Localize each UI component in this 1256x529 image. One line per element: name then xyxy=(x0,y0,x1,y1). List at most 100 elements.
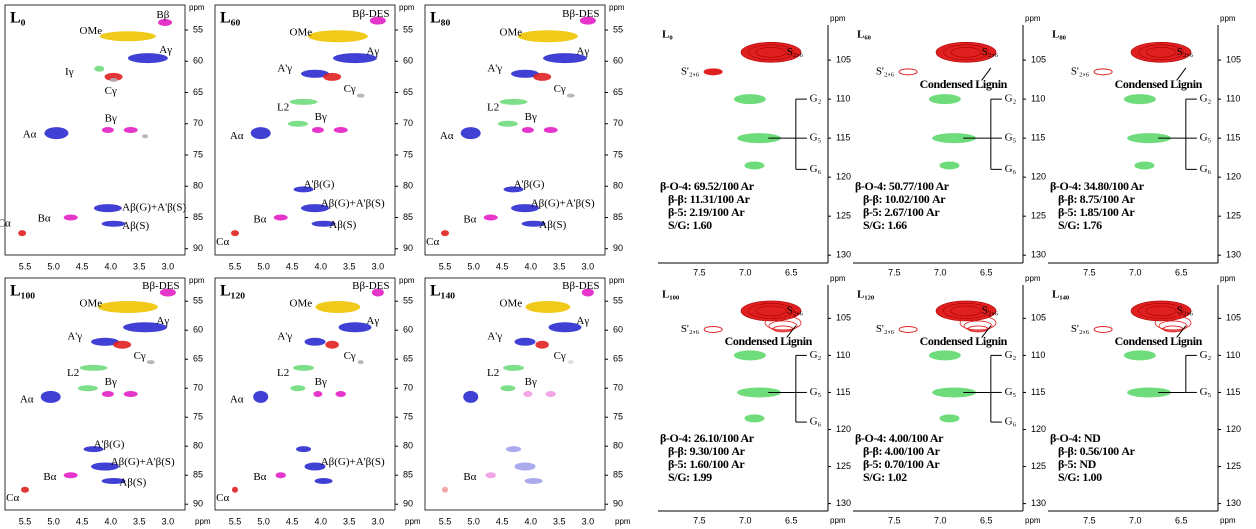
contour xyxy=(545,391,556,397)
peak-label: S'₂,₆ xyxy=(876,65,895,77)
y-tick-label: 130 xyxy=(836,250,851,260)
x-tick-label: 4.5 xyxy=(76,261,89,271)
y-tick-label: 60 xyxy=(193,325,203,335)
contour xyxy=(80,365,108,371)
peak-label: OMe xyxy=(80,25,103,37)
contour xyxy=(500,99,528,105)
contour xyxy=(744,161,764,169)
y-tick-label: 90 xyxy=(193,243,203,253)
x-tick-label: 5.0 xyxy=(257,516,270,526)
contour xyxy=(323,73,341,81)
y-tick-label: 65 xyxy=(193,354,203,364)
x-tick-label: 7.5 xyxy=(693,267,706,277)
peak-label: S'₂,₆ xyxy=(1071,323,1090,335)
y-tick-label: 75 xyxy=(613,412,623,422)
x-unit: ppm xyxy=(405,517,421,526)
x-tick-label: 5.0 xyxy=(47,261,60,271)
peak-label: S₂,₆ xyxy=(787,46,804,58)
stat-line: β-5: 2.67/100 Ar xyxy=(863,205,940,219)
y-tick-label: 65 xyxy=(193,87,203,97)
peak-label: Cα xyxy=(216,492,229,504)
peak-label: Bβ-DES xyxy=(562,8,599,20)
peak-label: Bα xyxy=(253,214,266,226)
contour xyxy=(704,69,722,75)
peak-label: G₂ xyxy=(810,93,822,105)
peak-label: OMe xyxy=(80,298,103,310)
y-tick-label: 130 xyxy=(1031,250,1046,260)
contour xyxy=(484,215,498,221)
x-tick-label: 3.0 xyxy=(372,516,385,526)
stat-line: β-5: 0.70/100 Ar xyxy=(863,457,940,471)
contour xyxy=(231,230,239,236)
contour xyxy=(506,446,521,452)
y-tick-label: 65 xyxy=(403,354,413,364)
x-tick-label: 4.0 xyxy=(314,261,327,271)
contour xyxy=(518,30,578,42)
contour xyxy=(313,391,322,397)
y-unit: ppm xyxy=(399,3,415,12)
y-unit: ppm xyxy=(1220,274,1236,283)
panel-label: L₁₂₀ xyxy=(220,283,245,300)
y-tick-label: 80 xyxy=(613,181,623,191)
contour xyxy=(290,99,318,105)
contour xyxy=(515,338,536,346)
annotation: Condensed Lignin xyxy=(920,77,1008,91)
y-unit: ppm xyxy=(609,3,625,12)
x-tick-label: 6.5 xyxy=(1175,267,1188,277)
y-tick-label: 85 xyxy=(613,212,623,222)
y-tick-label: 80 xyxy=(403,181,413,191)
peak-label: Cγ xyxy=(105,85,117,97)
peak-label: Aβ(G)+A'β(S) xyxy=(111,456,175,468)
peak-label: Aβ(S) xyxy=(539,219,566,231)
x-tick-label: 7.5 xyxy=(693,515,706,525)
y-tick-label: 75 xyxy=(403,149,413,159)
stat-line: S/G: 1.60 xyxy=(668,218,712,232)
contour xyxy=(124,391,138,397)
peak-label: A'γ xyxy=(67,331,82,343)
panel-label: L₈₀ xyxy=(1052,29,1067,41)
y-tick-label: 125 xyxy=(1031,461,1046,471)
contour xyxy=(1094,69,1112,75)
peak-label: Iγ xyxy=(65,66,74,78)
y-tick-label: 55 xyxy=(403,296,413,306)
x-tick-label: 3.0 xyxy=(582,516,595,526)
y-tick-label: 125 xyxy=(1226,461,1241,471)
annotation: Condensed Lignin xyxy=(1115,334,1203,348)
contour xyxy=(64,215,78,221)
panel-label: L₁₄₀ xyxy=(1052,289,1070,301)
panel-label: L₁₀₀ xyxy=(662,289,680,301)
contour xyxy=(102,127,114,133)
contour xyxy=(939,414,959,422)
x-tick-label: 5.0 xyxy=(47,516,60,526)
contour xyxy=(253,391,268,403)
y-tick-label: 115 xyxy=(836,387,850,397)
x-tick-label: 5.5 xyxy=(439,516,452,526)
x-tick-label: 7.5 xyxy=(888,515,901,525)
contour xyxy=(734,350,766,360)
contour xyxy=(147,360,155,364)
y-tick-label: 65 xyxy=(613,354,623,364)
y-tick-label: 120 xyxy=(1031,424,1046,434)
contour xyxy=(296,446,311,452)
y-tick-label: 90 xyxy=(403,499,413,509)
contour xyxy=(523,391,532,397)
x-tick-label: 5.5 xyxy=(229,261,242,271)
peak-label: Aβ(S) xyxy=(329,219,356,231)
peak-label: OMe xyxy=(500,27,523,39)
stat-line: S/G: 1.00 xyxy=(1058,470,1102,484)
y-unit: ppm xyxy=(399,276,415,285)
contour xyxy=(275,472,286,478)
peak-label: Bα xyxy=(38,212,51,224)
x-tick-label: 3.5 xyxy=(133,516,146,526)
peak-label: L2 xyxy=(277,102,289,114)
y-tick-label: 85 xyxy=(193,470,203,480)
y-tick-label: 105 xyxy=(1226,54,1241,64)
contour xyxy=(1124,350,1156,360)
x-tick-label: 7.5 xyxy=(1083,267,1096,277)
contour xyxy=(64,472,78,478)
y-tick-label: 105 xyxy=(1226,313,1241,323)
stat-line: β-O-4: 34.80/100 Ar xyxy=(1050,179,1145,193)
y-tick-label: 120 xyxy=(1226,424,1241,434)
y-tick-label: 55 xyxy=(613,24,623,34)
contour xyxy=(544,127,558,133)
